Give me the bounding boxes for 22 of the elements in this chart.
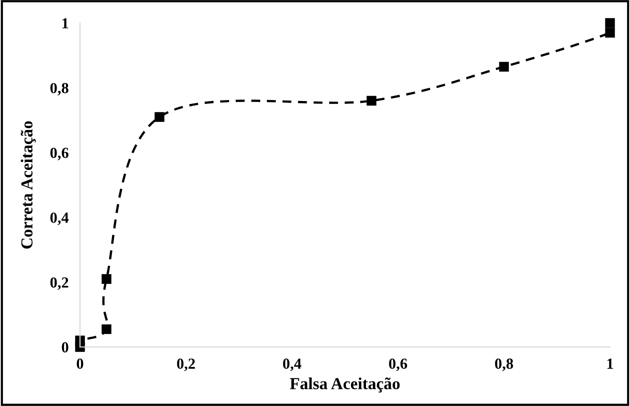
- point: [102, 324, 112, 334]
- x-tick-label: 0,4: [283, 358, 302, 372]
- x-tick-label: 1: [607, 358, 614, 369]
- point: [75, 336, 85, 346]
- y-tick-label: 0,6: [50, 148, 68, 160]
- y-tick-label: 0,2: [50, 277, 68, 290]
- y-tick-label: 0,8: [50, 82, 68, 96]
- x-tick-label: 0,8: [495, 358, 514, 372]
- x-tick-label: 0: [76, 358, 84, 369]
- x-tick-label: 0,6: [389, 358, 408, 372]
- point: [605, 18, 615, 28]
- x-axis-title: Falsa Aceitação: [290, 377, 400, 393]
- x-tick-label: 0,2: [177, 358, 195, 372]
- y-tick-label: 0: [62, 342, 68, 352]
- y-axis-title: Correta Aceitação: [20, 121, 36, 249]
- point: [154, 112, 164, 122]
- point: [102, 274, 112, 284]
- y-tick-label: 1: [62, 18, 68, 28]
- y-tick-label: 0,4: [50, 212, 69, 226]
- point: [499, 62, 509, 72]
- point: [605, 28, 615, 38]
- point: [366, 96, 376, 106]
